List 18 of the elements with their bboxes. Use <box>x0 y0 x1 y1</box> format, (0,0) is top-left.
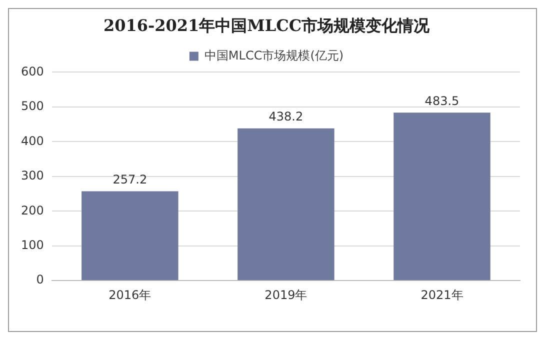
x-tick-label: 2021年 <box>420 288 464 302</box>
data-label: 257.2 <box>112 172 148 186</box>
bar <box>394 112 490 280</box>
y-tick-label: 200 <box>21 203 44 218</box>
bar <box>82 191 178 280</box>
chart-title: 2016-2021年中国MLCC市场规模变化情况 <box>103 16 431 35</box>
y-tick-label: 0 <box>36 272 44 287</box>
data-label: 438.2 <box>268 110 304 124</box>
y-tick-label: 500 <box>21 99 44 114</box>
y-tick-label: 400 <box>21 134 44 148</box>
bar <box>238 128 334 280</box>
data-label: 483.5 <box>424 94 460 108</box>
y-tick-label: 300 <box>21 168 44 183</box>
x-tick-label: 2016年 <box>108 288 152 302</box>
y-tick-label: 100 <box>21 238 44 252</box>
y-tick-label: 600 <box>21 64 44 78</box>
x-tick-label: 2019年 <box>264 288 308 302</box>
legend-label: 中国MLCC市场规模(亿元) <box>204 48 344 62</box>
